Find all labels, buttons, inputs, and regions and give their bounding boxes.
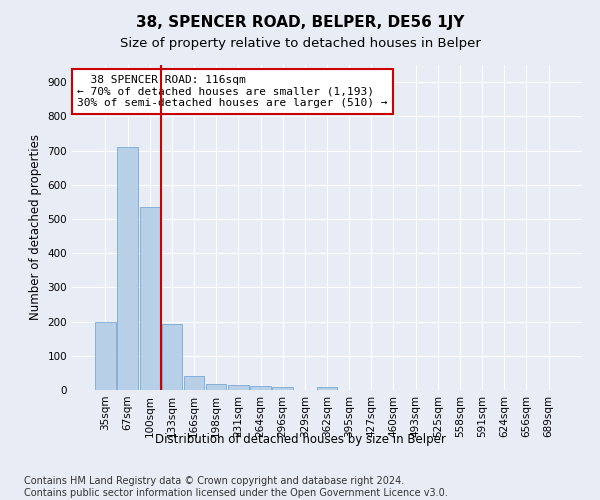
Text: 38, SPENCER ROAD, BELPER, DE56 1JY: 38, SPENCER ROAD, BELPER, DE56 1JY (136, 15, 464, 30)
Bar (118, 147, 138, 390)
Bar (184, 376, 204, 390)
Bar (140, 207, 160, 390)
Text: 38 SPENCER ROAD: 116sqm
← 70% of detached houses are smaller (1,193)
30% of semi: 38 SPENCER ROAD: 116sqm ← 70% of detache… (77, 74, 388, 108)
Bar (206, 384, 226, 390)
Bar (95, 322, 116, 390)
Text: Distribution of detached houses by size in Belper: Distribution of detached houses by size … (155, 432, 445, 446)
Bar (161, 324, 182, 390)
Bar (228, 385, 248, 390)
Text: Size of property relative to detached houses in Belper: Size of property relative to detached ho… (119, 38, 481, 51)
Text: Contains HM Land Registry data © Crown copyright and database right 2024.
Contai: Contains HM Land Registry data © Crown c… (24, 476, 448, 498)
Bar (250, 386, 271, 390)
Bar (272, 388, 293, 390)
Y-axis label: Number of detached properties: Number of detached properties (29, 134, 42, 320)
Bar (317, 387, 337, 390)
